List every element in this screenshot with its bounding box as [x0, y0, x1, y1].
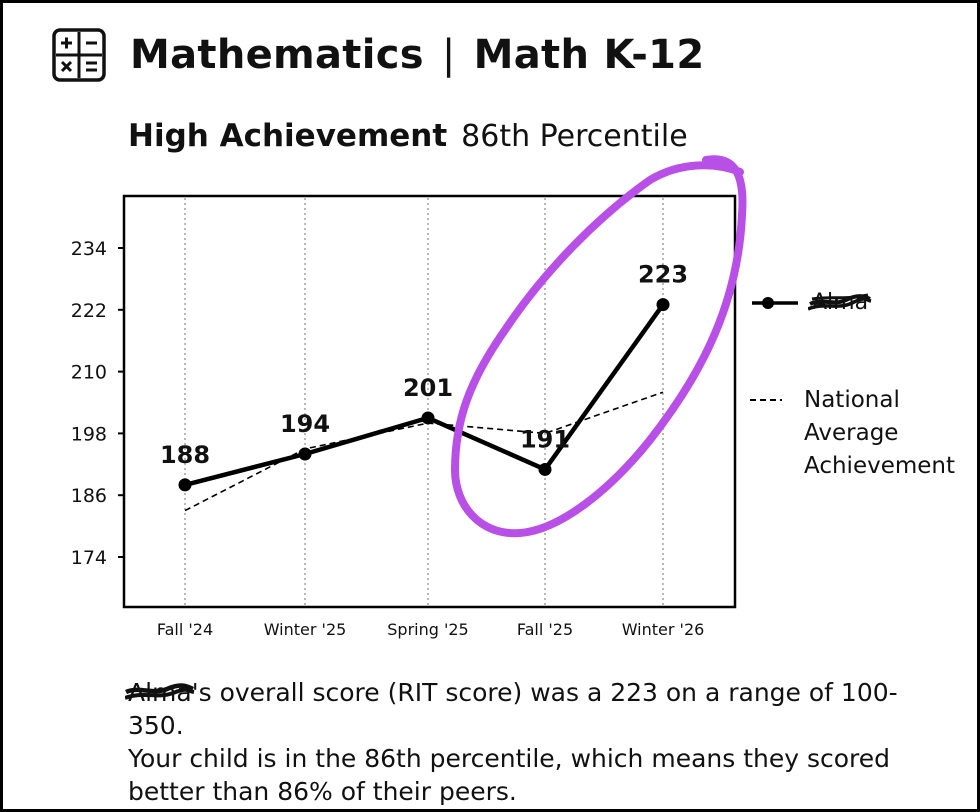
- legend-marker-solid: [752, 297, 798, 309]
- data-label: 194: [280, 410, 330, 438]
- data-label: 188: [160, 441, 210, 469]
- legend-marker-dashed: [750, 399, 782, 401]
- page-title: Mathematics | Math K-12: [130, 32, 704, 78]
- series-line-national: [184, 391, 664, 512]
- data-point: [421, 411, 435, 425]
- title-separator: |: [441, 32, 456, 78]
- x-tick-label: Winter '25: [264, 620, 347, 639]
- data-point: [656, 298, 670, 312]
- y-tick-label: 234: [71, 238, 107, 260]
- calculator-icon: [52, 28, 106, 82]
- y-tick-label: 174: [71, 547, 107, 569]
- summary-line-1: overall score (RIT score) was a 223 on a…: [128, 678, 898, 740]
- achievement-percentile: 86th Percentile: [461, 119, 688, 154]
- annotation-circle: [451, 155, 747, 538]
- data-point: [298, 447, 312, 461]
- x-tick-label: Spring '25: [387, 620, 468, 639]
- y-tick-label: 186: [71, 485, 107, 507]
- data-label: 201: [403, 374, 453, 402]
- summary-possessive: 's: [191, 678, 212, 707]
- series-lines: [178, 298, 670, 512]
- subject-name: Mathematics: [130, 32, 424, 78]
- y-tick-label: 198: [71, 423, 107, 445]
- plot-frame: [122, 194, 737, 609]
- legend-national-label: National Average Achievement: [804, 387, 956, 479]
- summary-line-2: Your child is in the 86th percentile, wh…: [128, 744, 891, 806]
- x-tick-label: Winter '26: [622, 620, 705, 639]
- student-name-redacted: Alma: [125, 676, 195, 709]
- data-label: 191: [520, 425, 570, 453]
- data-labels: 188 194 201 191 223: [160, 261, 688, 469]
- achievement-heading: High Achievement 86th Percentile: [128, 118, 688, 154]
- data-label: 223: [638, 261, 688, 289]
- x-axis-ticks: Fall '24 Winter '25 Spring '25 Fall '25 Wint…: [157, 620, 704, 639]
- y-tick-label: 210: [71, 362, 107, 384]
- achievement-level: High Achievement: [128, 118, 448, 154]
- score-summary: Alma 's overall score (RIT score) was a …: [125, 676, 948, 808]
- legend-item-national: National Average Achievement: [750, 384, 955, 483]
- page-header: Mathematics | Math K-12: [52, 28, 704, 82]
- x-tick-label: Fall '24: [157, 620, 213, 639]
- y-tick-label: 222: [71, 300, 107, 322]
- legend-student-name: Alma: [808, 288, 872, 318]
- data-point: [178, 478, 192, 492]
- data-point: [538, 462, 552, 476]
- x-tick-label: Fall '25: [517, 620, 573, 639]
- course-name: Math K-12: [473, 32, 705, 78]
- legend-item-student: Alma: [750, 288, 872, 318]
- y-axis-ticks: 174 186 198 210 222 234: [71, 238, 124, 569]
